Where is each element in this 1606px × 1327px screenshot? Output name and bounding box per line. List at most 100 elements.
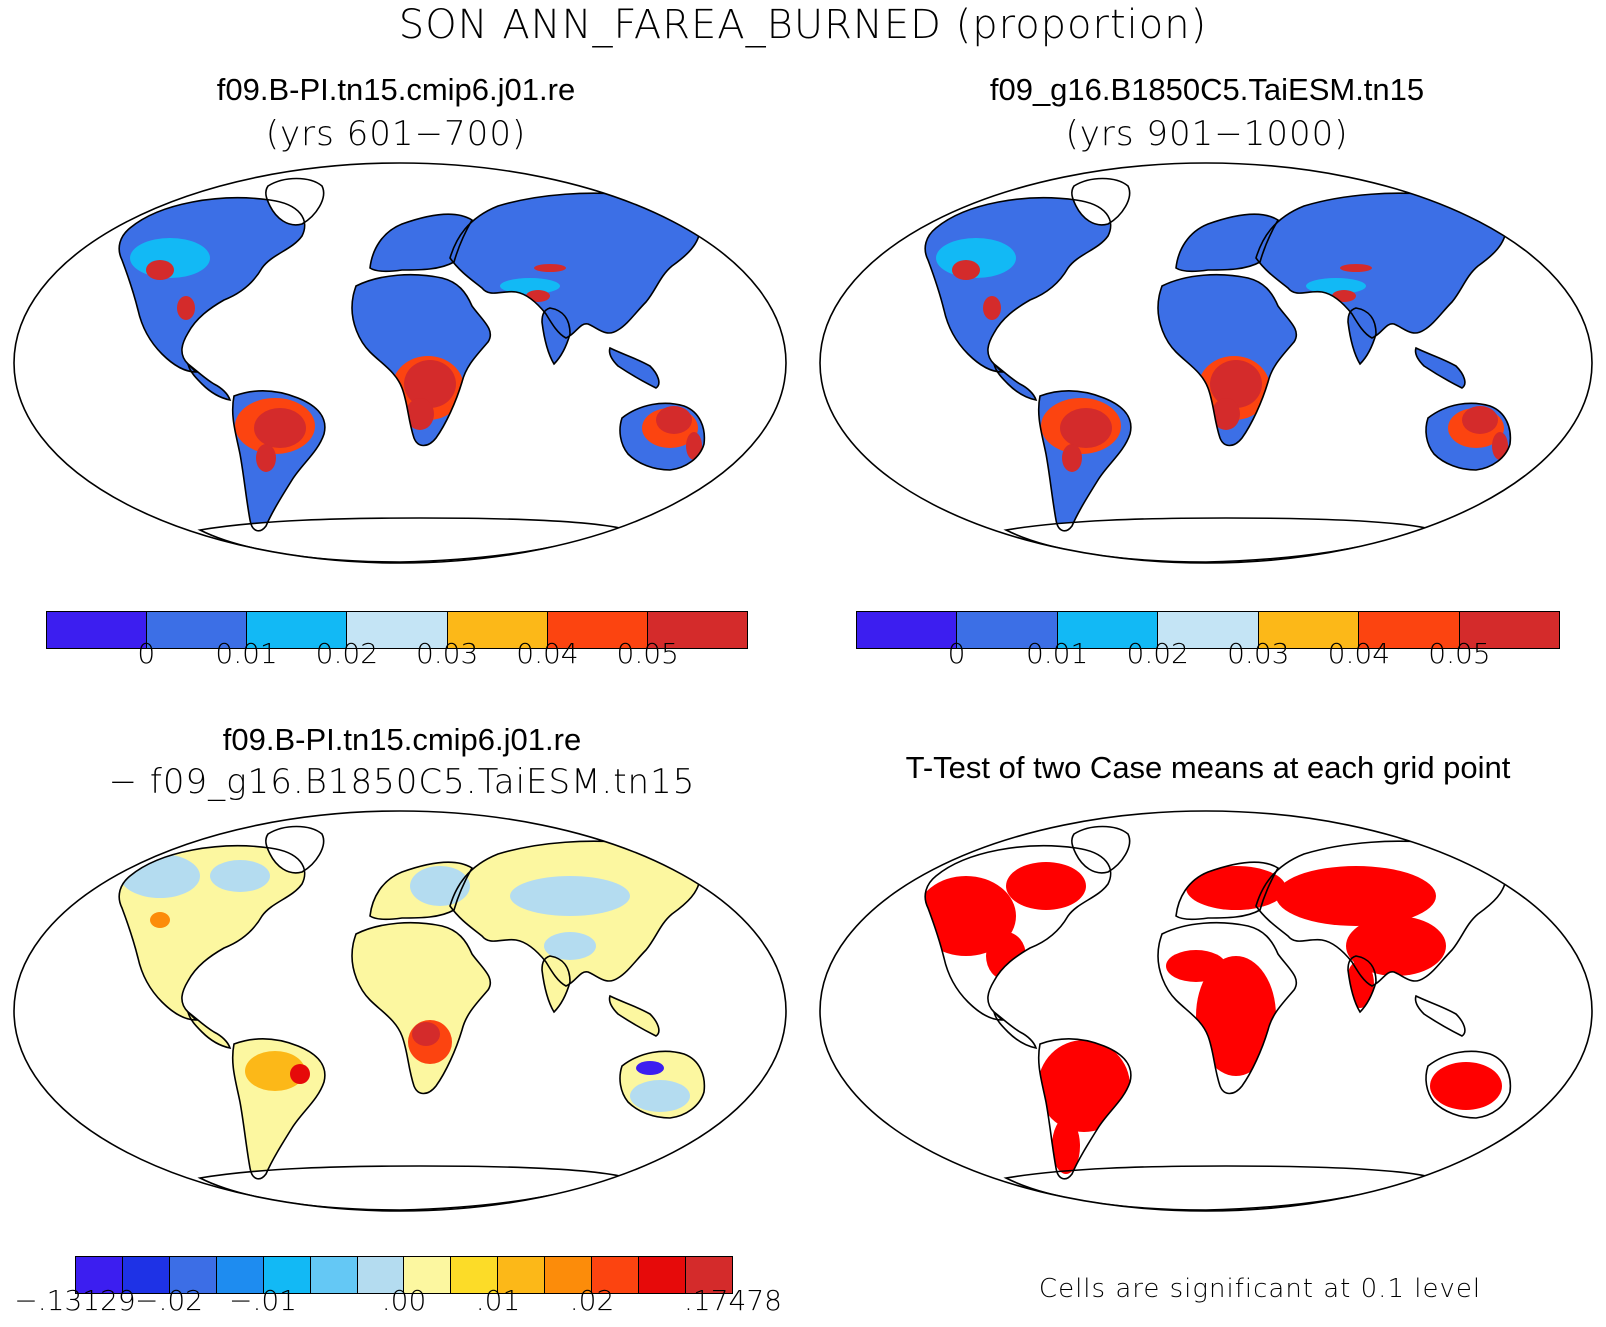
colorbar-cell bbox=[47, 612, 148, 648]
colorbar-tick-label: 0.05 bbox=[1428, 637, 1491, 670]
burn-hotspot bbox=[1462, 406, 1498, 434]
panel-bl-title: f09.B-PI.tn15.cmip6.j01.re bbox=[222, 722, 582, 757]
colorbar-tick-label: −.02 bbox=[135, 1284, 203, 1317]
colorbar-cell bbox=[1359, 612, 1460, 648]
colorbar-cell bbox=[310, 1257, 358, 1293]
land-ant bbox=[1006, 518, 1426, 562]
coastline bbox=[1157, 921, 1298, 1095]
colorbar-tick-label: .00 bbox=[381, 1284, 427, 1317]
coastline bbox=[1175, 861, 1280, 921]
map-bottom-right bbox=[819, 810, 1593, 1212]
colorbar-tick-label: 0.05 bbox=[616, 637, 679, 670]
map-top-right bbox=[819, 162, 1593, 564]
coastline bbox=[1425, 1050, 1512, 1119]
colorbar-tick-label: .17478 bbox=[684, 1284, 782, 1317]
burn-hotspot bbox=[686, 432, 702, 460]
coastline bbox=[608, 994, 660, 1037]
colorbar-tick-label: 0.01 bbox=[1025, 637, 1089, 670]
burn-hotspot bbox=[952, 260, 980, 280]
diff-negative bbox=[410, 866, 470, 906]
coastline bbox=[1347, 307, 1377, 366]
coastline bbox=[1347, 955, 1377, 1014]
significant-region bbox=[1038, 1040, 1130, 1132]
burn-band bbox=[500, 278, 560, 294]
map-frame bbox=[13, 810, 787, 1212]
colorbar-cell bbox=[639, 1257, 686, 1293]
land-ant bbox=[1006, 1166, 1426, 1210]
land-gl bbox=[1071, 178, 1130, 225]
colorbar-tick-label: 0.04 bbox=[516, 637, 579, 670]
colorbar-cell bbox=[547, 612, 648, 648]
colorbar-cell bbox=[347, 612, 448, 648]
significant-region bbox=[1346, 916, 1446, 976]
colorbar-cell bbox=[247, 612, 348, 648]
diff-negative bbox=[544, 932, 596, 960]
coastline bbox=[186, 362, 232, 402]
coastline bbox=[369, 861, 474, 921]
panel-tl-title: f09.B-PI.tn15.cmip6.j01.re bbox=[216, 72, 576, 107]
significant-region bbox=[1052, 1118, 1080, 1174]
land-gl bbox=[265, 826, 324, 873]
coastline bbox=[924, 197, 1112, 373]
coastline bbox=[449, 840, 701, 987]
colorbar-tick-label: 0.01 bbox=[215, 637, 278, 670]
panel-tr-years: (yrs 901−1000) bbox=[1065, 114, 1349, 154]
map-bottom-left bbox=[13, 810, 787, 1212]
coastline bbox=[231, 390, 326, 532]
burn-hotspot bbox=[254, 408, 306, 448]
colorbar-tick-label: .01 bbox=[475, 1284, 521, 1317]
coastline bbox=[351, 921, 492, 1095]
land-af bbox=[352, 922, 491, 1094]
coastline bbox=[608, 346, 660, 389]
burn-hotspot bbox=[404, 360, 456, 408]
coastline bbox=[186, 1010, 232, 1050]
coastline bbox=[992, 362, 1038, 402]
coastline bbox=[1071, 825, 1131, 874]
diff-negative bbox=[510, 876, 630, 916]
significant-region bbox=[925, 876, 1016, 956]
colorbar-bottom-left bbox=[75, 1256, 733, 1294]
colorbar-tick-label: 0.03 bbox=[415, 637, 479, 670]
coastline bbox=[1414, 346, 1466, 389]
colorbar-tick-label: 0.02 bbox=[315, 637, 379, 670]
coastline bbox=[1414, 994, 1466, 1037]
significant-region bbox=[1166, 950, 1226, 982]
colorbar-top-left bbox=[46, 611, 748, 649]
colorbar-cell bbox=[1258, 612, 1360, 648]
map-frame bbox=[13, 162, 787, 564]
colorbar-cell bbox=[685, 1257, 732, 1293]
diff-positive bbox=[412, 1022, 440, 1046]
colorbar-top-right bbox=[856, 611, 1560, 649]
panel-bl-subtitle: − f09_g16.B1850C5.TaiESM.tn15 bbox=[108, 762, 696, 802]
colorbar-cell bbox=[216, 1257, 264, 1293]
coastline bbox=[1425, 402, 1512, 471]
significant-region bbox=[1196, 956, 1276, 1076]
burn-hotspot bbox=[534, 264, 566, 272]
coastline bbox=[265, 825, 325, 874]
coastline bbox=[1255, 192, 1507, 339]
diff-positive bbox=[245, 1051, 305, 1091]
colorbar-cell bbox=[957, 612, 1058, 648]
land-as bbox=[1256, 193, 1506, 338]
colorbar-cell bbox=[1459, 612, 1559, 648]
land-sea bbox=[1415, 348, 1465, 388]
burn-hotspot bbox=[406, 398, 434, 430]
colorbar-tick-label: 0.02 bbox=[1126, 637, 1189, 670]
coastline bbox=[118, 845, 306, 1021]
burn-hotspot bbox=[983, 296, 1001, 320]
colorbar-cell bbox=[498, 1257, 546, 1293]
land-gl bbox=[265, 178, 324, 225]
colorbar-cell bbox=[263, 1257, 311, 1293]
burn-hotspot bbox=[177, 296, 195, 320]
coastline bbox=[541, 307, 571, 366]
land-eu bbox=[370, 214, 472, 272]
diff-negative bbox=[120, 854, 200, 898]
colorbar-tick-label: 0.04 bbox=[1327, 637, 1391, 670]
colorbar-tick-label: .02 bbox=[569, 1284, 615, 1317]
burn-hotspot bbox=[656, 406, 692, 434]
coastline bbox=[369, 213, 474, 273]
significant-region bbox=[1430, 1062, 1502, 1110]
map-top-left bbox=[13, 162, 787, 564]
land-sea bbox=[1415, 996, 1465, 1036]
coastline bbox=[619, 402, 706, 471]
